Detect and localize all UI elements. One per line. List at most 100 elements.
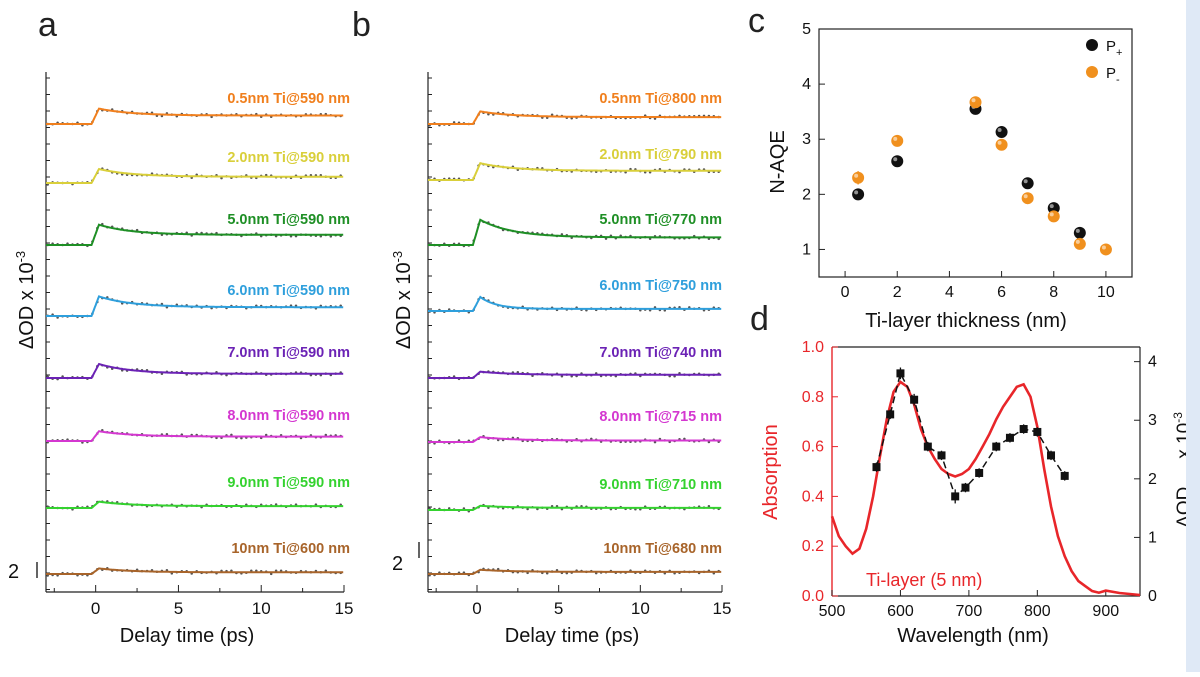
delta-od-marker <box>937 451 946 460</box>
x-tick-label: 0 <box>841 284 850 301</box>
trace-label: 8.0nm Ti@590 nm <box>227 408 350 424</box>
point-highlight <box>1049 204 1054 209</box>
panel-b-scale-label: 2 <box>392 553 403 575</box>
panel-b-xlabel: Delay time (ps) <box>505 625 639 647</box>
panel-b-letter: b <box>352 6 371 44</box>
point-highlight <box>971 98 976 103</box>
x-tick-label: 800 <box>1024 603 1051 620</box>
x-tick-label: 5 <box>174 599 183 618</box>
trace-label: 9.0nm Ti@590 nm <box>227 475 350 491</box>
panel-d-axes: 500 600 700 800 900 0.0 0.2 0.4 0.6 0.8 1.0 0 1 2 3 4 <box>802 339 1157 620</box>
fit-line <box>428 110 722 125</box>
panel-b-axes: 0 5 10 15 <box>427 72 732 618</box>
x-tick-label: 15 <box>713 599 732 618</box>
trace-lime: 9.0nm Ti@590 nm <box>46 475 350 511</box>
trace-label: 5.0nm Ti@770 nm <box>599 212 722 228</box>
point-highlight <box>1023 194 1028 199</box>
delta-od-marker <box>951 492 960 501</box>
panel-a-ylabel: ΔOD x 10-3 <box>13 251 38 349</box>
panel-c-ylabel: N-AQE <box>767 130 789 193</box>
trace-label: 10nm Ti@680 nm <box>603 541 722 557</box>
trace-brown: 10nm Ti@600 nm <box>46 541 350 577</box>
trace-green: 5.0nm Ti@770 nm <box>428 212 722 248</box>
point-highlight <box>997 140 1002 145</box>
panel-a-letter: a <box>38 6 57 44</box>
trace-magenta: 8.0nm Ti@590 nm <box>46 408 350 444</box>
trace-purple: 7.0nm Ti@590 nm <box>46 345 350 381</box>
right-y-tick-label: 2 <box>1148 471 1157 488</box>
x-tick-label: 4 <box>945 284 954 301</box>
trace-purple: 7.0nm Ti@740 nm <box>428 345 722 381</box>
fit-line <box>428 568 722 575</box>
left-y-tick-label: 0.4 <box>802 488 824 505</box>
trace-orange: 0.5nm Ti@590 nm <box>46 91 350 127</box>
delta-od-marker <box>1005 433 1014 442</box>
trace-label: 2.0nm Ti@590 nm <box>227 150 350 166</box>
trace-label: 0.5nm Ti@590 nm <box>227 91 350 107</box>
legend-p-minus-label: P- <box>1106 65 1120 86</box>
panel-d: 500 600 700 800 900 0.0 0.2 0.4 0.6 0.8 1.0 0 1 2 3 4 A… <box>760 339 1198 647</box>
scatter-point <box>1099 243 1112 256</box>
panel-a-axes: 0 5 10 15 <box>45 72 353 618</box>
scatter-point <box>852 188 865 201</box>
point-highlight <box>1101 245 1106 250</box>
fit-line <box>428 370 722 379</box>
point-highlight <box>854 190 859 195</box>
delta-od-marker <box>1033 427 1042 436</box>
x-tick-label: 2 <box>893 284 902 301</box>
panel-b: 0 5 10 15 0.5nm Ti@800 nm 2.0nm Ti@790 nm 5.0… <box>390 72 731 647</box>
trace-label: 0.5nm Ti@800 nm <box>599 91 722 107</box>
delta-od-marker <box>923 442 932 451</box>
panel-a: 0 5 10 15 0.5nm Ti@590 nm 2.0nm Ti@590 nm 5.0… <box>8 72 353 647</box>
trace-label: 8.0nm Ti@715 nm <box>599 409 722 425</box>
panel-c-points <box>852 96 1112 256</box>
scatter-point <box>969 96 982 109</box>
left-y-tick-label: 0.6 <box>802 439 824 456</box>
fit-line <box>428 436 722 443</box>
panel-d-letter: d <box>750 300 769 338</box>
fit-line <box>46 167 344 184</box>
x-tick-label: 10 <box>252 599 271 618</box>
point-highlight <box>1049 212 1054 217</box>
trace-magenta: 8.0nm Ti@715 nm <box>428 409 722 445</box>
y-tick-label: 1 <box>802 241 811 258</box>
right-edge-strip <box>1186 0 1200 672</box>
trace-yellow: 2.0nm Ti@590 nm <box>46 150 350 186</box>
panel-d-annotation: Ti-layer (5 nm) <box>866 570 982 590</box>
panel-a-traces: 0.5nm Ti@590 nm 2.0nm Ti@590 nm 5.0nm Ti@5… <box>46 91 350 577</box>
left-y-tick-label: 1.0 <box>802 339 824 356</box>
panel-b-ylabel: ΔOD x 10-3 <box>390 251 415 349</box>
point-highlight <box>1075 228 1080 233</box>
x-tick-label: 6 <box>997 284 1006 301</box>
legend-p-plus-marker <box>1086 39 1098 51</box>
x-tick-label: 10 <box>631 599 650 618</box>
trace-label: 5.0nm Ti@590 nm <box>227 212 350 228</box>
delta-od-marker <box>910 395 919 404</box>
fit-line <box>46 567 344 575</box>
x-tick-label: 600 <box>887 603 914 620</box>
trace-brown: 10nm Ti@680 nm <box>428 541 722 577</box>
fit-line <box>428 504 722 511</box>
scatter-point <box>852 171 865 184</box>
fit-line <box>46 362 344 379</box>
x-tick-label: 10 <box>1097 284 1115 301</box>
panel-d-xlabel: Wavelength (nm) <box>897 625 1049 647</box>
point-highlight <box>997 128 1002 133</box>
delta-od-marker <box>886 410 895 419</box>
delta-od-marker <box>896 369 905 378</box>
x-tick-label: 700 <box>956 603 983 620</box>
point-highlight <box>1075 239 1080 244</box>
trace-green: 5.0nm Ti@590 nm <box>46 212 350 248</box>
scatter-point <box>1073 237 1086 250</box>
trace-blue: 6.0nm Ti@590 nm <box>46 283 350 319</box>
delta-od-marker <box>992 442 1001 451</box>
fit-line <box>46 430 344 442</box>
point-highlight <box>893 136 898 141</box>
delta-od-marker <box>872 463 881 472</box>
fit-line <box>428 218 722 246</box>
scatter-point <box>1047 210 1060 223</box>
panel-c-xlabel: Ti-layer thickness (nm) <box>865 310 1067 332</box>
